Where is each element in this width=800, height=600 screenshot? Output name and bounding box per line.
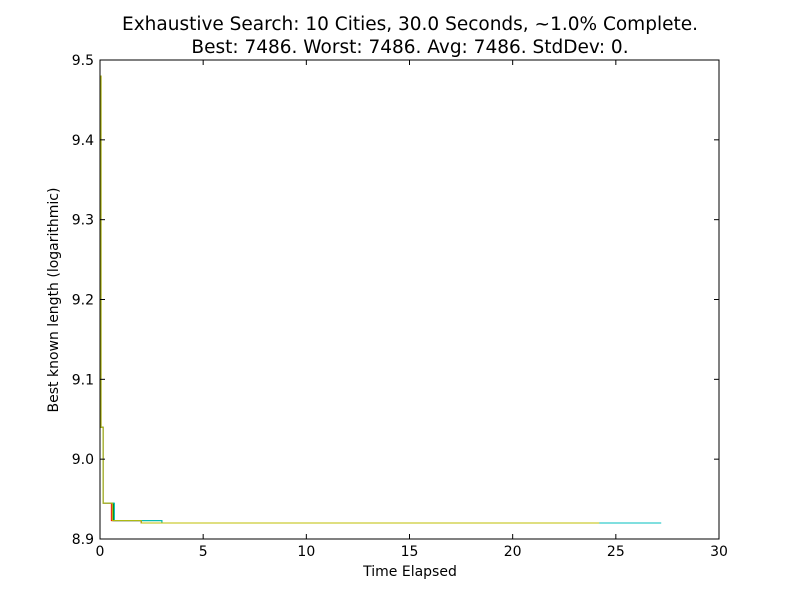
y-tick-label: 9.1 bbox=[72, 372, 94, 388]
x-tick-label: 15 bbox=[401, 544, 419, 560]
x-tick-label: 10 bbox=[297, 544, 315, 560]
y-axis-label: Best known length (logarithmic) bbox=[46, 188, 62, 413]
plot-frame bbox=[99, 59, 720, 540]
series-line-3 bbox=[100, 75, 596, 524]
y-tick-label: 9.4 bbox=[72, 133, 94, 149]
y-tick-label: 9.3 bbox=[72, 213, 94, 229]
x-tick-label: 20 bbox=[504, 544, 522, 560]
x-tick-label: 25 bbox=[607, 544, 625, 560]
x-tick-label: 0 bbox=[96, 544, 105, 560]
y-tick-label: 9.2 bbox=[72, 293, 94, 309]
series-line-2 bbox=[100, 75, 606, 524]
y-tick-label: 8.9 bbox=[72, 532, 94, 548]
series-line-4 bbox=[100, 75, 662, 524]
series-layer bbox=[100, 75, 662, 524]
x-axis: 0 5 10 15 20 25 30 bbox=[96, 60, 728, 560]
series-line-1 bbox=[100, 75, 602, 524]
x-axis-label: Time Elapsed bbox=[362, 564, 457, 580]
y-tick-label: 9.5 bbox=[72, 53, 94, 69]
y-tick-label: 9.0 bbox=[72, 452, 94, 468]
x-tick-label: 5 bbox=[199, 544, 208, 560]
series-line-5 bbox=[100, 75, 600, 524]
chart-title: Exhaustive Search: 10 Cities, 30.0 Secon… bbox=[122, 14, 698, 35]
chart-subtitle: Best: 7486. Worst: 7486. Avg: 7486. StdD… bbox=[191, 37, 628, 58]
y-axis: 8.9 9.0 9.1 9.2 9.3 9.4 9.5 bbox=[72, 53, 719, 548]
x-tick-label: 30 bbox=[710, 544, 728, 560]
